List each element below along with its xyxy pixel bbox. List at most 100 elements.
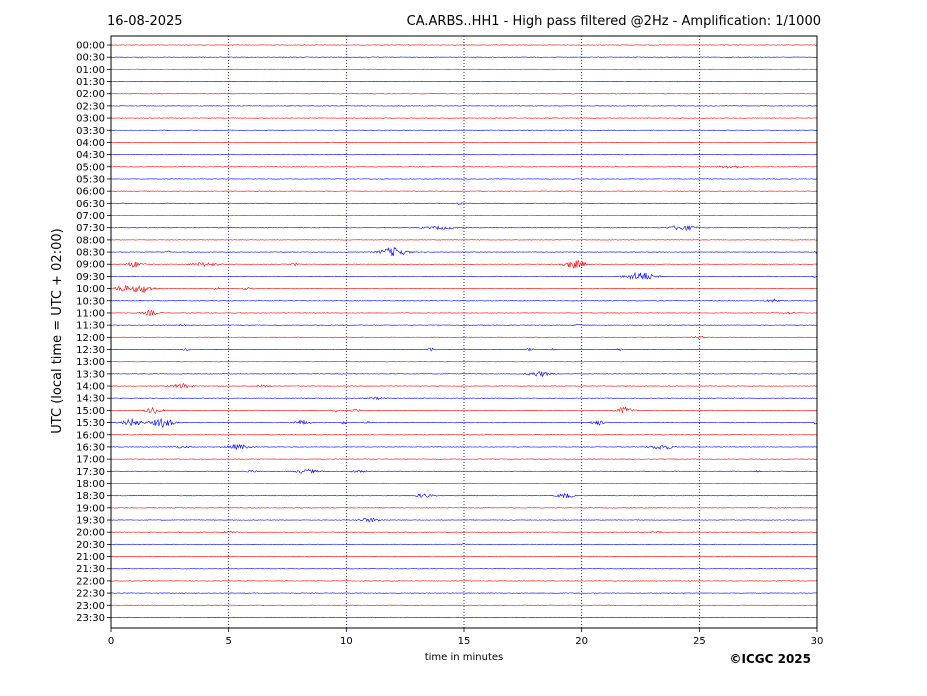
y-tick-label: 10:30	[76, 296, 105, 307]
trace-row-1400	[110, 382, 818, 389]
y-tick-label: 14:30	[76, 394, 105, 405]
trace-row-0330	[110, 129, 818, 131]
trace-row-1930	[110, 517, 818, 523]
y-tick-label: 13:00	[76, 357, 105, 368]
y-tick-label: 22:00	[76, 576, 105, 587]
y-axis-label: UTC (local time = UTC + 02:00)	[50, 228, 65, 433]
x-tick-label: 25	[693, 636, 706, 647]
trace-row-1130	[110, 324, 818, 327]
trace-row-0700	[110, 214, 818, 217]
y-tick-label: 05:00	[76, 162, 105, 173]
trace-row-0630	[110, 202, 818, 205]
x-tick-label: 30	[811, 636, 824, 647]
y-tick-label: 02:30	[76, 101, 105, 112]
y-tick-label: 17:30	[76, 467, 105, 478]
y-tick-label: 08:30	[76, 248, 105, 259]
copyright-label: ©ICGC 2025	[729, 652, 811, 666]
y-tick-label: 21:00	[76, 552, 105, 563]
y-tick-label: 15:00	[76, 406, 105, 417]
y-tick-label: 08:00	[76, 235, 105, 246]
trace-row-0730	[110, 225, 818, 231]
y-tick-label: 22:30	[76, 589, 105, 600]
y-tick-label: 16:00	[76, 430, 105, 441]
trace-row-0830	[110, 246, 818, 256]
trace-row-1200	[110, 335, 818, 340]
y-tick-label: 07:00	[76, 211, 105, 222]
trace-row-1500	[110, 406, 818, 414]
trace-row-0100	[110, 68, 818, 70]
trace-row-0300	[110, 117, 818, 119]
y-tick-label: 11:00	[76, 308, 105, 319]
trace-row-0030	[110, 56, 818, 58]
y-tick-label: 14:00	[76, 382, 105, 393]
y-tick-label: 13:30	[76, 369, 105, 380]
y-tick-label: 00:30	[76, 53, 105, 64]
y-tick-label: 16:30	[76, 442, 105, 453]
trace-row-1700	[110, 458, 818, 460]
y-tick-label: 00:00	[76, 41, 105, 52]
trace-row-0230	[110, 105, 818, 107]
trace-row-1330	[110, 370, 818, 377]
y-tick-label: 09:30	[76, 272, 105, 283]
trace-row-1800	[110, 482, 818, 485]
trace-row-1600	[110, 434, 818, 436]
trace-row-1530	[110, 417, 818, 428]
trace-row-2230	[110, 592, 818, 594]
trace-rows	[110, 44, 818, 619]
trace-row-2030	[110, 543, 818, 546]
y-tick-label: 23:00	[76, 601, 105, 612]
trace-row-2100	[110, 555, 818, 558]
y-tick-label: 15:30	[76, 418, 105, 429]
trace-row-0130	[110, 80, 818, 83]
y-tick-label: 18:30	[76, 491, 105, 502]
y-tick-label: 07:30	[76, 223, 105, 234]
trace-row-1630	[110, 443, 818, 451]
trace-row-1900	[110, 507, 818, 509]
trace-row-0800	[110, 239, 818, 241]
x-tick-labels: 0 5 10 15 20 25 30	[108, 628, 824, 647]
trace-row-0430	[110, 154, 818, 156]
trace-row-1100	[110, 309, 818, 317]
y-tick-label: 03:00	[76, 114, 105, 125]
x-tick-label: 20	[575, 636, 588, 647]
y-tick-label: 18:00	[76, 479, 105, 490]
trace-row-0200	[110, 93, 818, 95]
x-tick-label: 15	[458, 636, 471, 647]
y-tick-label: 06:30	[76, 199, 105, 210]
trace-row-1730	[110, 468, 818, 474]
grid-lines	[228, 36, 700, 628]
y-tick-label: 21:30	[76, 564, 105, 575]
y-tick-label: 04:30	[76, 150, 105, 161]
x-tick-label: 5	[225, 636, 231, 647]
trace-row-2130	[110, 568, 817, 570]
trace-row-0500	[110, 165, 818, 169]
trace-row-2300	[110, 604, 818, 606]
y-tick-label: 20:30	[76, 540, 105, 551]
trace-row-0600	[110, 190, 818, 192]
trace-row-2330	[110, 616, 818, 619]
trace-row-2000	[110, 530, 818, 534]
y-tick-label: 11:30	[76, 321, 105, 332]
x-tick-label: 0	[108, 636, 114, 647]
y-tick-label: 19:00	[76, 503, 105, 514]
y-tick-label: 20:00	[76, 528, 105, 539]
trace-row-0530	[110, 178, 818, 180]
chart-title: CA.ARBS..HH1 - High pass filtered @2Hz -…	[407, 14, 821, 29]
trace-row-1030	[110, 298, 818, 303]
y-tick-label: 12:30	[76, 345, 105, 356]
date-label: 16-08-2025	[107, 14, 183, 29]
trace-row-0400	[110, 141, 818, 144]
y-tick-label: 04:00	[76, 138, 105, 149]
y-tick-label: 06:00	[76, 187, 105, 198]
trace-row-2200	[110, 580, 818, 582]
y-tick-label: 17:00	[76, 455, 105, 466]
trace-row-0000	[110, 44, 818, 46]
y-tick-label: 01:30	[76, 77, 105, 88]
y-tick-label: 23:30	[76, 613, 105, 624]
trace-row-0900	[110, 259, 818, 270]
y-tick-label: 10:00	[76, 284, 105, 295]
y-tick-label: 02:00	[76, 89, 105, 100]
x-tick-label: 10	[340, 636, 353, 647]
